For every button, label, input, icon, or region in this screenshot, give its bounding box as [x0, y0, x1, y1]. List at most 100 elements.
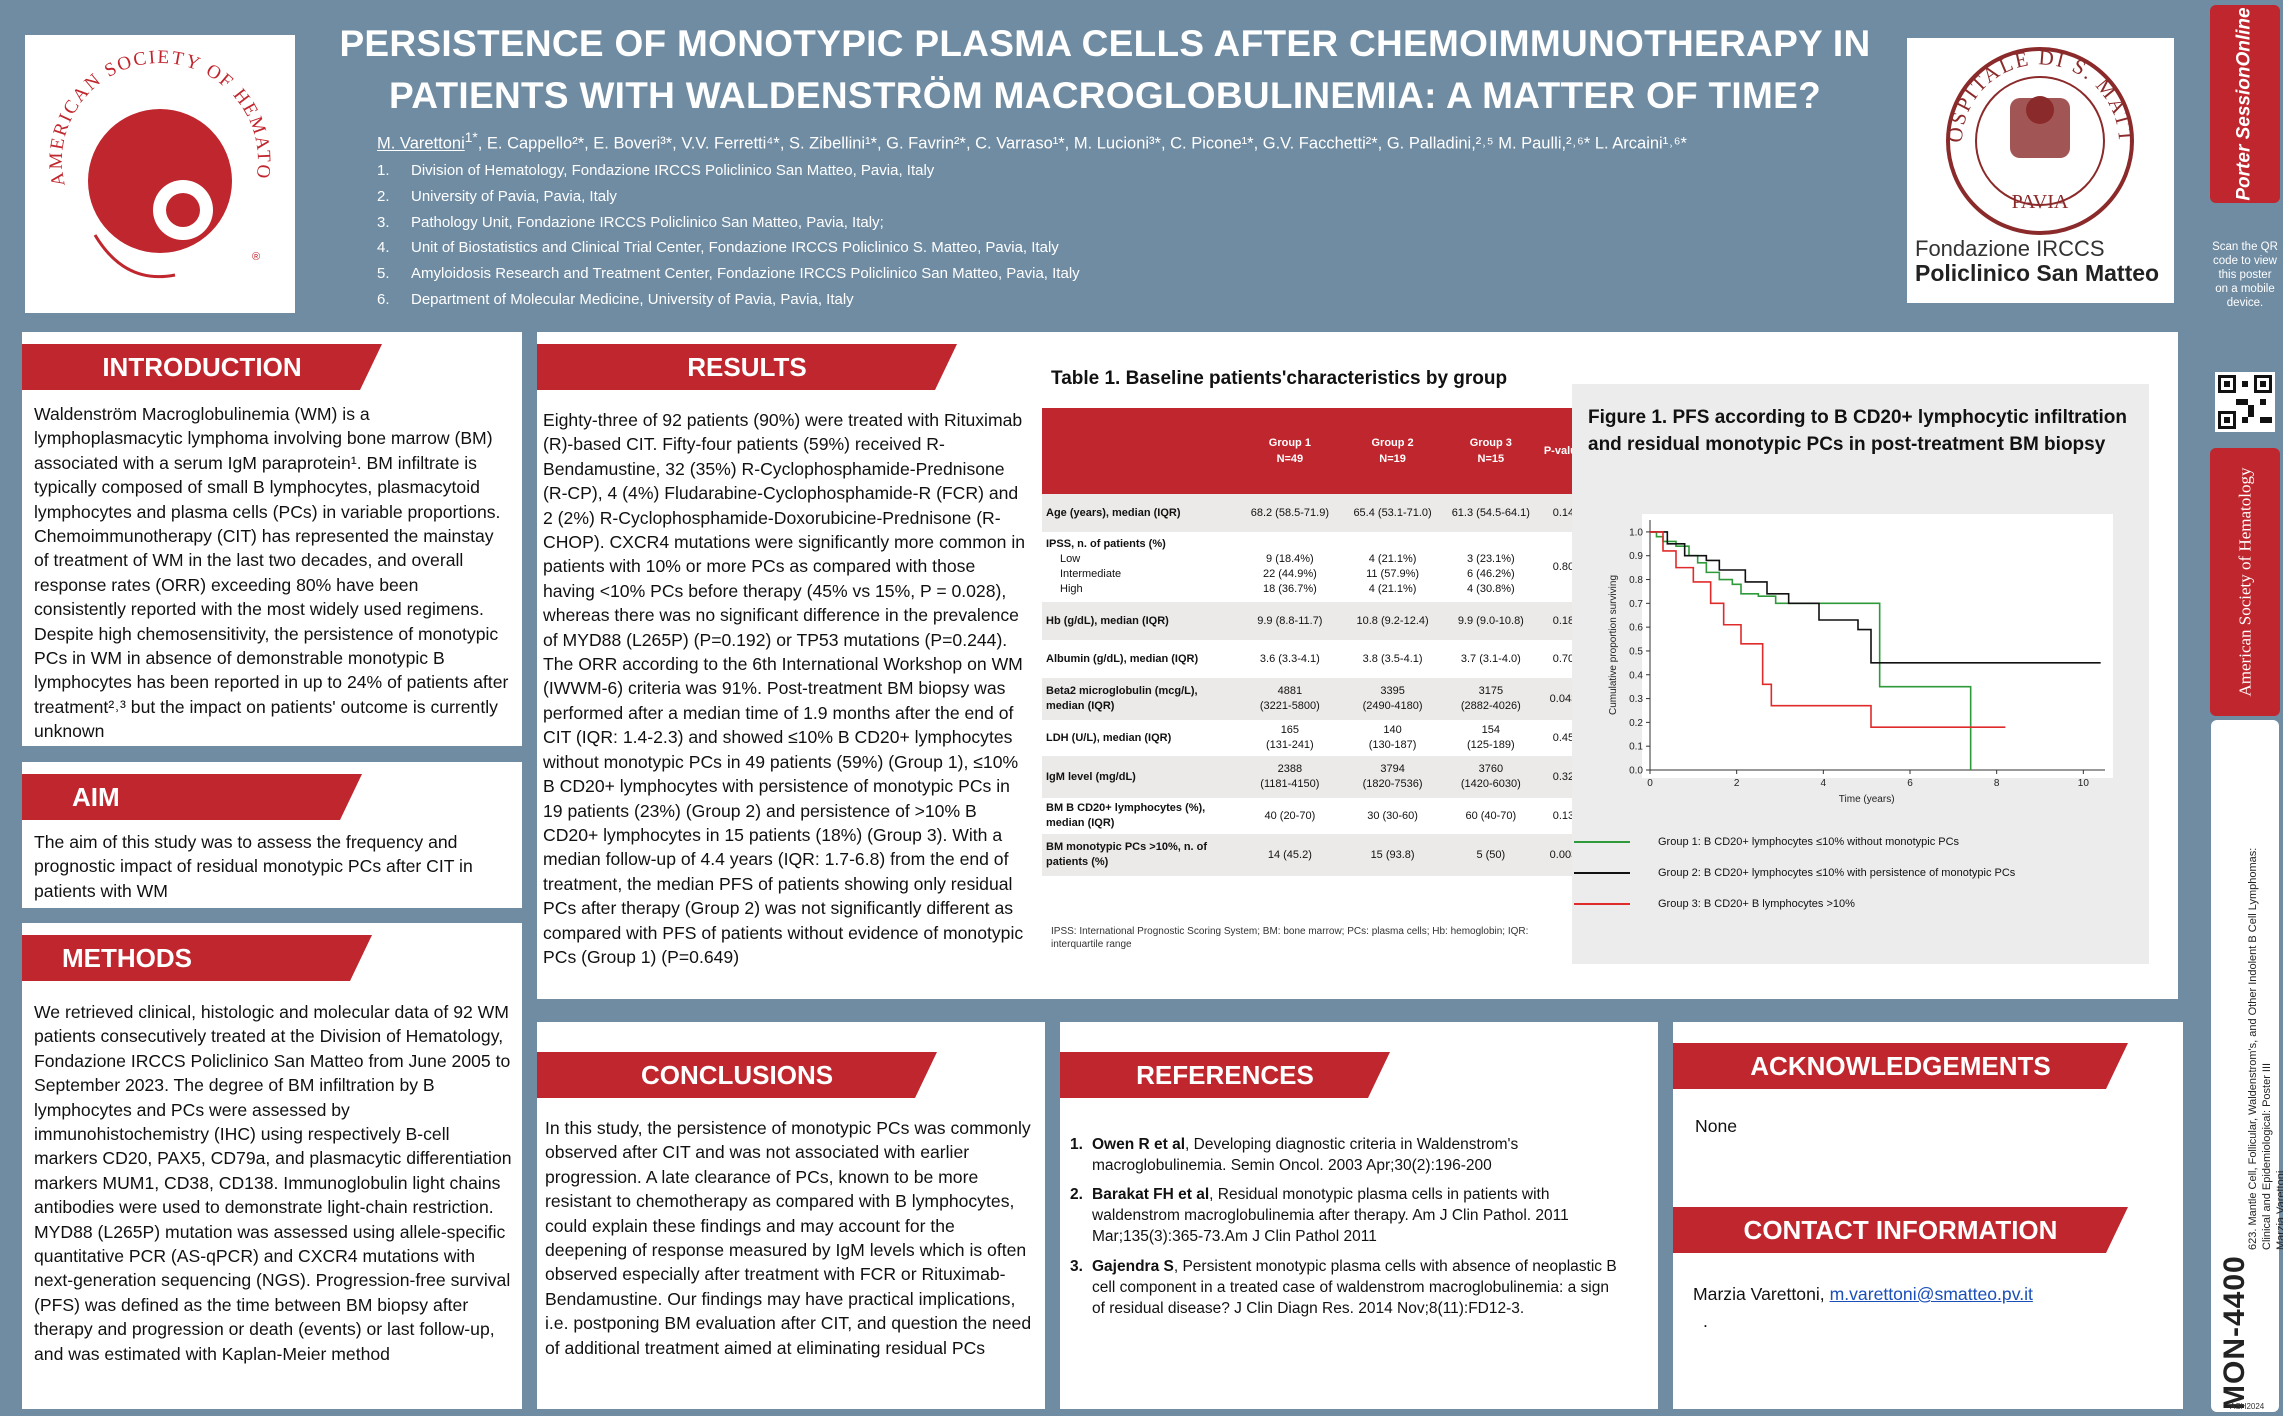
- table-row-label-text: IgM level (mg/dL): [1046, 770, 1136, 783]
- affiliation-item: 6. Department of Molecular Medicine, Univ…: [377, 287, 1080, 313]
- x-tick-label: 6: [1907, 778, 1913, 789]
- results-panel: RESULTS Eighty-three of 92 patients (90%…: [537, 332, 2178, 999]
- x-tick-label: 8: [1994, 778, 2000, 789]
- table-row-label: BM monotypic PCs >10%, n. of patients (%…: [1042, 834, 1238, 876]
- introduction-heading: INTRODUCTION: [22, 344, 382, 390]
- table-header-cell: Group 3 N=15: [1442, 408, 1539, 494]
- table-row: Hb (g/dL), median (IQR) 9.9 (8.8-11.7) 10.…: [1042, 602, 1588, 640]
- contact-heading: CONTACT INFORMATION: [1673, 1207, 2128, 1253]
- session-strip: [2211, 720, 2279, 1412]
- km-curve-group-2: [1650, 531, 2101, 664]
- table-row: BM monotypic PCs >10%, n. of patients (%…: [1042, 834, 1588, 876]
- table-cell-g3: 9.9 (9.0-10.8): [1442, 602, 1539, 640]
- table-row-label: Hb (g/dL), median (IQR): [1042, 602, 1238, 640]
- affiliation-item: 5. Amyloidosis Research and Treatment Cen…: [377, 261, 1080, 287]
- methods-text: We retrieved clinical, histologic and mo…: [34, 1002, 512, 1364]
- ash-sidebar-badge: American Society of Hematology: [2210, 448, 2280, 716]
- legend-label: Group 1: B CD20+ lymphocytes ≤10% withou…: [1658, 836, 1960, 848]
- qr-code-graphic: [2218, 375, 2272, 429]
- table-row-label: LDH (U/L), median (IQR): [1042, 720, 1237, 756]
- reference-item: 1. Owen R et al, Developing diagnostic cr…: [1070, 1134, 1622, 1176]
- affiliation-number: 6.: [377, 290, 390, 308]
- policlinico-seal: OSPITALE DI S. MATTEO PAVIA Fondazione I…: [1898, 19, 2159, 286]
- ash-logo-reg: ®: [252, 251, 260, 263]
- legend-label: Group 2: B CD20+ lymphocytes ≤10% with p…: [1658, 867, 2016, 879]
- affiliation-text: Unit of Biostatistics and Clinical Trial…: [411, 239, 1059, 257]
- methods-heading: METHODS: [22, 935, 372, 981]
- table-row-label: IgM level (mg/dL): [1042, 756, 1238, 798]
- acknowledgements-panel: ACKNOWLEDGEMENTS None: [1673, 1022, 2183, 1193]
- table-row: Age (years), median (IQR) 68.2 (58.5-71.9…: [1042, 494, 1588, 532]
- table-cell-g1: 2388 (1181-4150): [1237, 756, 1343, 798]
- table-cell-g1: 165 (131-241): [1266, 724, 1314, 751]
- introduction-text: Waldenström Macroglobulinemia (WM) is a …: [34, 404, 509, 742]
- table-cell-g1: 9.9 (8.8-11.7): [1237, 602, 1343, 640]
- table-cell-g2: 3794 (1820-7536): [1342, 756, 1443, 798]
- y-tick-label: 0.0: [1629, 766, 1643, 777]
- author-list: M. Varettoni1*, E. Cappello²*, E. Boveri…: [377, 130, 1897, 154]
- qr-code[interactable]: [2215, 372, 2275, 432]
- conclusions-text: In this study, the persistence of monoty…: [545, 1118, 1032, 1358]
- introduction-panel: INTRODUCTION Waldenström Macroglobulinem…: [22, 332, 522, 746]
- table-row: Beta2 microglobulin (mcg/L), median (IQR…: [1042, 678, 1588, 720]
- y-tick-label: 0.2: [1629, 718, 1643, 729]
- table-cell-g2: 140 (130-187): [1368, 724, 1417, 751]
- table-cell-g2: 10.8 (9.2-12.4): [1342, 602, 1443, 640]
- table-row: Albumin (g/dL), median (IQR) 3.6 (3.3-4.1…: [1042, 640, 1588, 678]
- table-cell-g2: 3.8 (3.5-4.1): [1362, 652, 1423, 665]
- other-authors: , E. Cappello²*, E. Boveri³*, V.V. Ferre…: [477, 134, 1687, 153]
- plot-area: [1642, 514, 2113, 778]
- poster-title-line1: PERSISTENCE OF MONOTYPIC PLASMA CELLS AF…: [339, 23, 1871, 64]
- affiliation-number: 1.: [377, 162, 390, 179]
- contact-name: Marzia Varettoni,: [1693, 1284, 1830, 1304]
- reference-text: , Residual monotypic plasma cells in pat…: [1092, 1186, 1569, 1245]
- table-cell-p: 0.80: [1552, 560, 1575, 573]
- table-row-sublabel: Low: [1060, 553, 1081, 565]
- table-row-label: IPSS, n. of patients (%) Low Intermediate H…: [1042, 532, 1237, 602]
- table-cell-g2: 15 (93.8): [1342, 834, 1443, 876]
- session-author: Marzia Varettoni: [2275, 1170, 2283, 1250]
- reference-text: , Persistent monotypic plasma cells with…: [1092, 1258, 1617, 1317]
- reference-number: 3.: [1070, 1258, 1083, 1275]
- session-title: 623. Mantle Cell, Follicular, Waldenstro…: [2247, 847, 2273, 1250]
- y-tick-label: 1.0: [1629, 527, 1643, 538]
- x-tick-label: 10: [2078, 778, 2090, 789]
- table-cell-g3: 3 (23.1%) 6 (46.2%) 4 (30.8%): [1466, 553, 1515, 595]
- table-cell-p: 0.45: [1552, 731, 1575, 744]
- table-cell-g2: 30 (30-60): [1367, 809, 1418, 822]
- affiliation-number: 3.: [377, 213, 390, 231]
- legend-swatch: [1574, 841, 1630, 843]
- legend-item: Group 2: B CD20+ lymphocytes ≤10% with p…: [1572, 867, 2015, 879]
- table-row-sublabel: High: [1060, 583, 1083, 595]
- table-cell-g1: 9 (18.4%) 22 (44.9%) 18 (36.7%): [1262, 553, 1317, 595]
- table-title: Table 1. Baseline patients'characteristi…: [1051, 368, 1508, 389]
- contact-line: Marzia Varettoni, m.varettoni@smatteo.pv…: [1693, 1282, 2173, 1306]
- porter-session-button[interactable]: Porter SessionOnline: [2210, 5, 2280, 203]
- table-cell-g3: 154 (125-189): [1466, 724, 1515, 751]
- figure-panel: Figure 1. PFS according to B CD20+ lymph…: [1572, 384, 2149, 964]
- contact-email-link[interactable]: m.varettoni@smatteo.pv.it: [1829, 1284, 2033, 1304]
- affiliation-number: 5.: [377, 265, 390, 283]
- results-heading: RESULTS: [537, 344, 957, 390]
- y-tick-label: 0.3: [1629, 694, 1643, 705]
- affiliation-text: Pathology Unit, Fondazione IRCCS Policli…: [411, 213, 884, 231]
- reference-number: 1.: [1070, 1136, 1083, 1153]
- table-header-row: Group 1 N=49 Group 2 N=19 Group 3 N=15 P-va…: [1042, 408, 1588, 494]
- legend-item: Group 1: B CD20+ lymphocytes ≤10% withou…: [1572, 836, 1959, 848]
- table-row-label-text: BM B CD20+ lymphocytes (%), median (IQR): [1046, 802, 1206, 829]
- y-tick-label: 0.6: [1629, 623, 1643, 634]
- conclusions-heading: CONCLUSIONS: [537, 1052, 937, 1098]
- poster-id: MON-4400: [2218, 1255, 2251, 1410]
- table-cell-g1: 4881 (3221-5800): [1237, 678, 1343, 720]
- table-cell-g1: 3.6 (3.3-4.1): [1259, 652, 1320, 665]
- y-tick-label: 0.1: [1629, 742, 1643, 753]
- table-row-label: BM B CD20+ lymphocytes (%), median (IQR): [1042, 798, 1237, 834]
- table-cell-g3: 5 (50): [1442, 834, 1539, 876]
- reference-text: , Developing diagnostic criteria in Wald…: [1092, 1136, 1519, 1174]
- references-panel: REFERENCES 1. Owen R et al, Developing di…: [1060, 1022, 1658, 1409]
- references-heading: REFERENCES: [1060, 1052, 1390, 1098]
- affiliation-number: 4.: [377, 239, 390, 257]
- session-info: 623. Mantle Cell, Follicular, Waldenstro…: [2246, 810, 2283, 1250]
- affiliation-item: 3. Pathology Unit, Fondazione IRCCS Polic…: [377, 210, 1080, 236]
- table-cell-g3: 3760 (1420-6030): [1442, 756, 1539, 798]
